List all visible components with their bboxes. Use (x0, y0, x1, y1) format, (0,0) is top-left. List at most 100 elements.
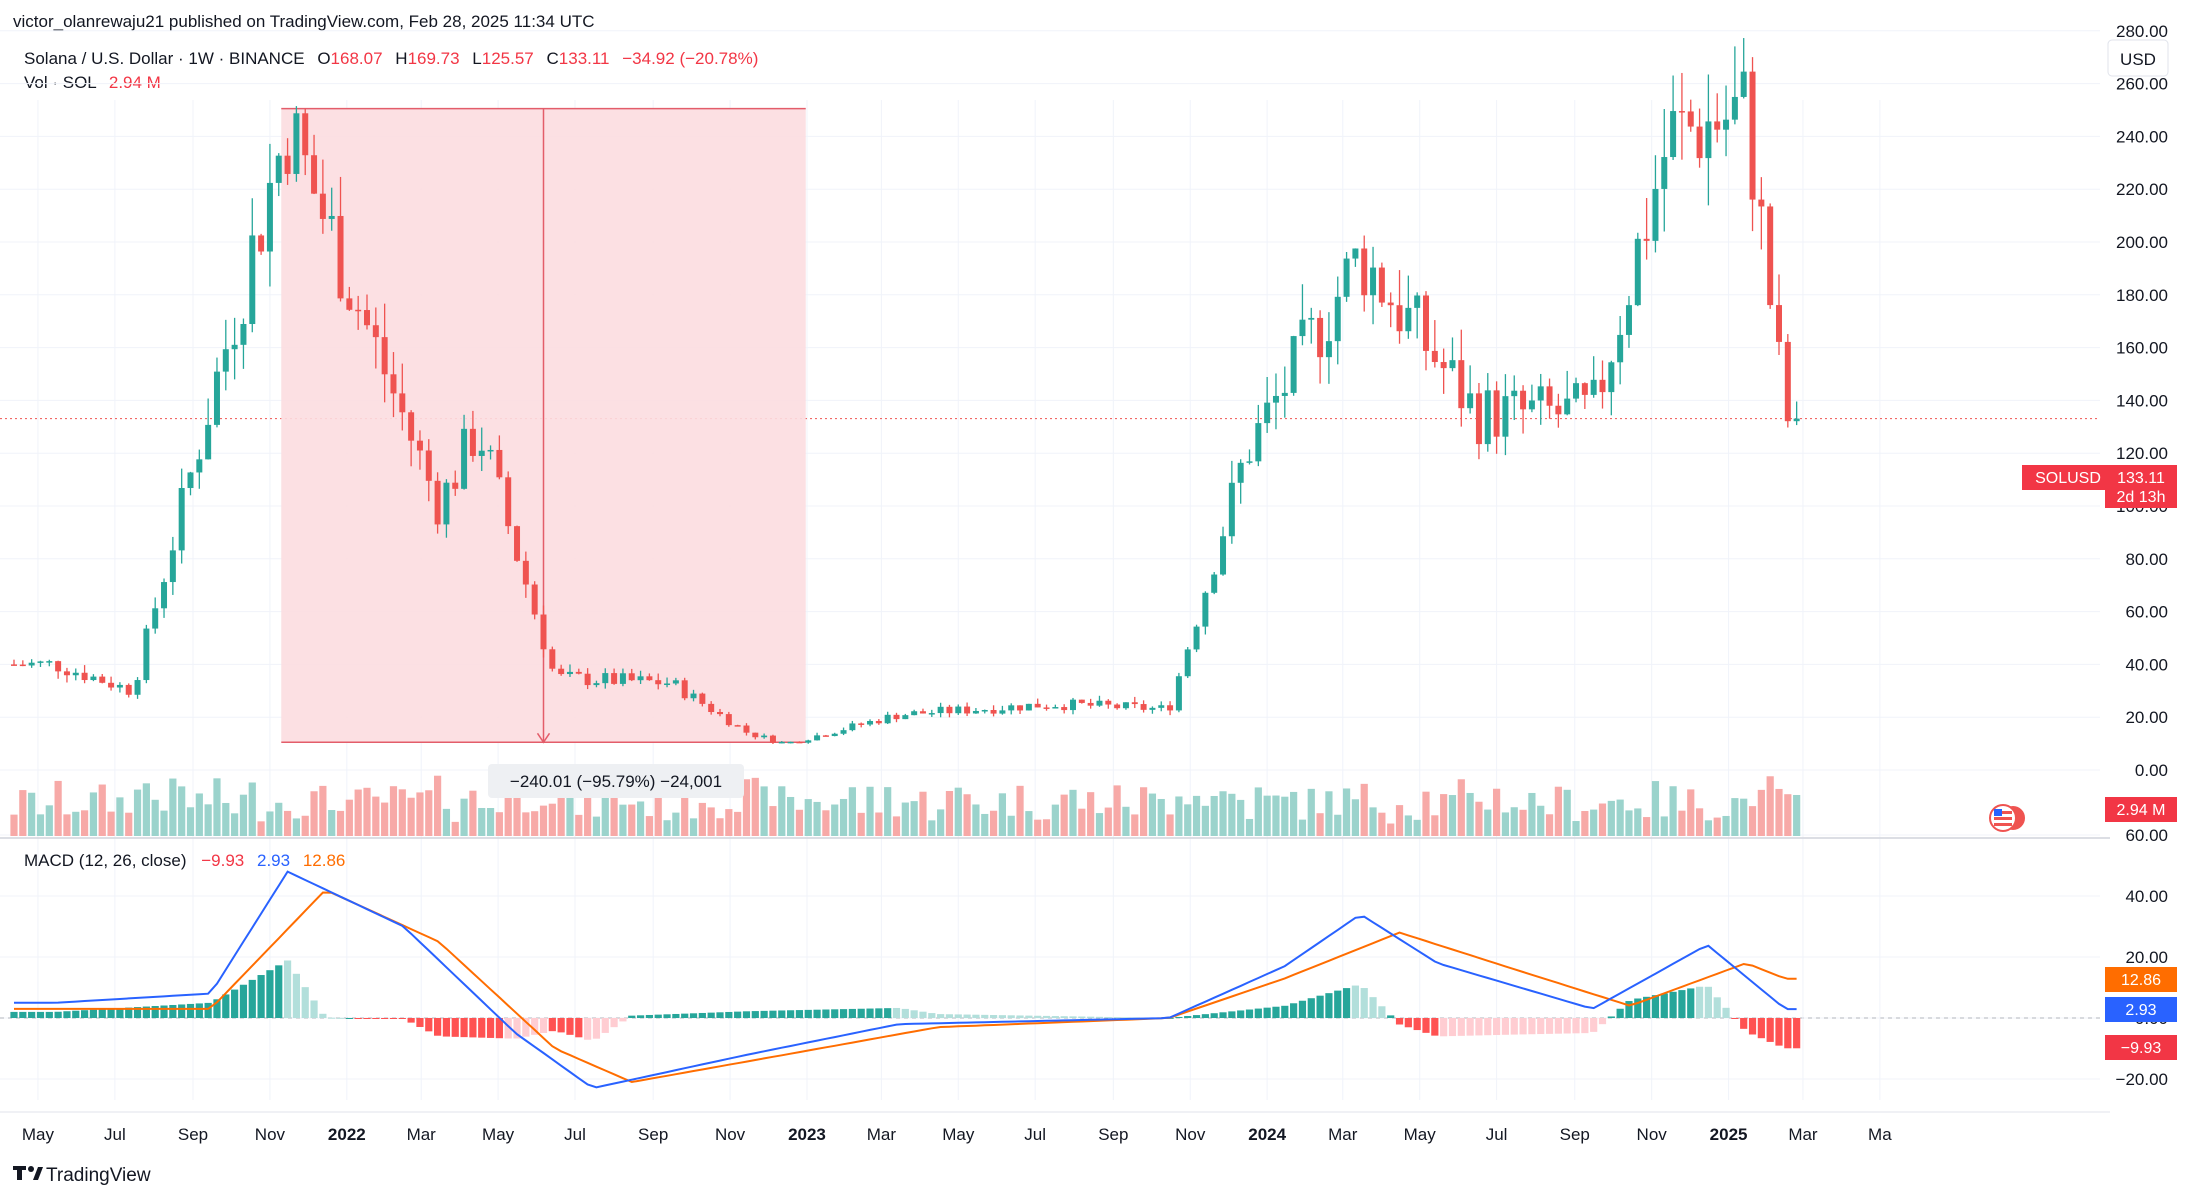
volume-bar (769, 806, 777, 836)
candle-body (655, 680, 662, 685)
macd-hist-bar (1793, 1018, 1801, 1049)
volume-bar (1342, 788, 1351, 836)
candle-body (1396, 305, 1403, 332)
volume-bar (601, 790, 609, 836)
candle-body (1767, 206, 1774, 306)
volume-bar (875, 812, 883, 836)
axes: 300.00280.00260.00240.00220.00200.00180.… (0, 22, 2168, 1144)
volume-bar (619, 804, 627, 836)
currency-button[interactable]: USD (2107, 39, 2169, 77)
macd-hist-bar (1307, 998, 1315, 1018)
candle-body (514, 526, 521, 561)
candle-body (425, 450, 432, 481)
candle-body (505, 477, 512, 527)
macd-tick-label: 60.00 (2125, 826, 2168, 845)
candle-body (222, 349, 229, 372)
volume-bar (928, 820, 936, 836)
legend-open-label: O (317, 49, 330, 68)
candle-body (1352, 248, 1359, 259)
legend-close-label: C (547, 49, 559, 68)
us-flag-icon[interactable] (1989, 804, 2027, 832)
macd-legend-hist: −9.93 (201, 851, 244, 870)
macd-hist-bar (795, 1010, 804, 1018)
candle-body (681, 680, 688, 699)
candle-body (1034, 703, 1041, 708)
candle-body (928, 713, 935, 715)
macd-hist-bar (1201, 1014, 1209, 1018)
price-tick-label: 60.00 (2125, 603, 2168, 622)
legend-high-label: H (395, 49, 407, 68)
candle-body (1290, 336, 1297, 393)
volume-bar (716, 818, 724, 836)
candle-body (390, 374, 397, 394)
volume-bar (1493, 788, 1501, 836)
volume-bar (1148, 793, 1157, 836)
macd-hist-bar (133, 1007, 142, 1018)
macd-hist-bar (310, 1000, 318, 1018)
candle-body (1643, 238, 1650, 241)
candle-body (452, 482, 459, 489)
candle-body (1122, 702, 1129, 709)
volume-bar (389, 786, 398, 836)
macd-hist-bar (910, 1010, 918, 1018)
candle-body (867, 720, 874, 725)
macd-hist-bar (1572, 1018, 1580, 1034)
signal-badge: 12.86 (2105, 967, 2177, 992)
macd-hist-bar (1272, 1006, 1280, 1018)
macd-hist-bar (160, 1005, 168, 1018)
candle-body (1264, 402, 1271, 424)
volume-bar (751, 777, 759, 836)
price-tick-label: 120.00 (2116, 444, 2168, 463)
candle-body (1581, 383, 1588, 395)
volume-bar (972, 804, 980, 836)
candle-body (1634, 238, 1641, 306)
candle-body (1078, 699, 1085, 703)
macd-hist-bar (407, 1018, 415, 1023)
candle-body (1564, 398, 1571, 415)
candle-body (1025, 703, 1032, 711)
legend-high-value: 169.73 (408, 49, 460, 68)
volume-bar (1184, 804, 1192, 836)
volume-bar (1228, 793, 1236, 836)
volume-bar (1572, 821, 1580, 836)
macd-badge-value: 2.93 (2125, 1002, 2156, 1019)
macd-hist-bar (681, 1013, 689, 1018)
volume-bar (645, 816, 653, 836)
macd-hist-bar (1431, 1018, 1439, 1036)
volume-bar (1245, 818, 1254, 836)
price-tick-label: 0.00 (2135, 761, 2168, 780)
macd-hist-bar (566, 1018, 574, 1035)
price-tick-label: 260.00 (2116, 75, 2168, 94)
candle-body (1784, 341, 1791, 422)
price-tick-label: 240.00 (2116, 127, 2168, 146)
volume-bar (531, 811, 539, 836)
legend-symbol: Solana / U.S. Dollar · 1W · BINANCE (24, 49, 305, 68)
candle-body (1758, 199, 1765, 207)
macd-hist-bar (72, 1010, 80, 1018)
candle-body (1546, 386, 1553, 406)
candle-body (19, 664, 26, 667)
macd-hist-bar (54, 1011, 62, 1018)
candle-body (1608, 362, 1615, 393)
macd-hist-bar (892, 1007, 901, 1018)
macd-badge: 2.93 (2105, 997, 2177, 1022)
volume-bar (1766, 776, 1774, 836)
candle-body (1475, 393, 1482, 445)
volume-bar (19, 790, 27, 836)
candle-body (1299, 319, 1306, 337)
volume-bar (866, 786, 874, 836)
volume-bar (1060, 794, 1068, 836)
macd-hist-bar (98, 1009, 106, 1018)
volume-bar (1748, 806, 1757, 836)
volume-bar (1157, 798, 1165, 836)
candle-body (231, 344, 238, 350)
macd-hist-bar (1545, 1018, 1554, 1034)
macd-hist-bar (1087, 1016, 1095, 1018)
time-tick-label: Jul (104, 1125, 126, 1144)
macd-hist-bar (1060, 1016, 1068, 1018)
tradingview-logo[interactable]: TradingView (13, 1165, 151, 1186)
macd-hist-bar (1625, 1001, 1633, 1018)
candle-body (981, 709, 988, 712)
time-tick-label: 2025 (1710, 1125, 1748, 1144)
